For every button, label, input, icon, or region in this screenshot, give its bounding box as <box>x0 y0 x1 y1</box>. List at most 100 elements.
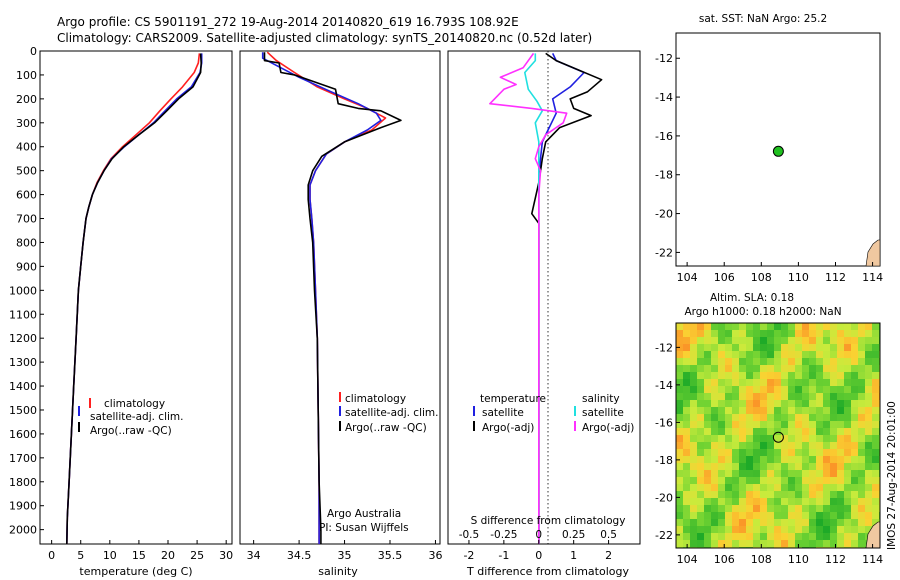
heatmap-cell <box>788 484 795 491</box>
heatmap-cell <box>767 407 774 414</box>
heatmap-cell <box>683 463 690 470</box>
legend-clim: climatology <box>345 393 406 405</box>
heatmap-cell <box>844 498 851 505</box>
heatmap-cell <box>802 463 809 470</box>
heatmap-cell <box>816 456 823 463</box>
heatmap-cell <box>774 519 781 526</box>
heatmap-cell <box>802 519 809 526</box>
heatmap-cell <box>823 498 830 505</box>
heatmap-cell <box>739 491 746 498</box>
heatmap-cell <box>795 337 802 344</box>
heatmap-cell <box>858 449 865 456</box>
heatmap-cell <box>753 442 760 449</box>
heatmap-cell <box>739 470 746 477</box>
heatmap-cell <box>697 519 704 526</box>
sla-ytick-label: -20 <box>655 491 673 504</box>
heatmap-cell <box>753 393 760 400</box>
heatmap-cell <box>830 540 837 547</box>
heatmap-cell <box>767 351 774 358</box>
heatmap-cell <box>697 330 704 337</box>
heatmap-cell <box>781 365 788 372</box>
heatmap-cell <box>830 365 837 372</box>
heatmap-cell <box>753 428 760 435</box>
heatmap-cell <box>732 358 739 365</box>
heatmap-cell <box>753 421 760 428</box>
heatmap-cell <box>718 344 725 351</box>
depth-tick-label: 100 <box>16 69 37 82</box>
heatmap-cell <box>858 330 865 337</box>
heatmap-cell <box>704 477 711 484</box>
heatmap-cell <box>809 365 816 372</box>
heatmap-cell <box>788 442 795 449</box>
heatmap-cell <box>725 470 732 477</box>
sst-xtick-label: 112 <box>825 271 846 284</box>
heatmap-cell <box>844 484 851 491</box>
legend-t-argo: Argo(-adj) <box>482 422 534 434</box>
heatmap-cell <box>725 463 732 470</box>
heatmap-cell <box>788 540 795 547</box>
heatmap-cell <box>851 456 858 463</box>
heatmap-cell <box>704 337 711 344</box>
heatmap-cell <box>767 344 774 351</box>
heatmap-cell <box>711 456 718 463</box>
heatmap-cell <box>858 428 865 435</box>
heatmap-cell <box>802 400 809 407</box>
heatmap-cell <box>676 428 683 435</box>
heatmap-cell <box>872 470 879 477</box>
heatmap-cell <box>830 470 837 477</box>
argo-float-marker <box>772 431 784 443</box>
heatmap-cell <box>851 442 858 449</box>
heatmap-cell <box>732 421 739 428</box>
heatmap-cell <box>711 372 718 379</box>
temperature-xtick-label: 15 <box>132 549 146 562</box>
heatmap-cell <box>788 519 795 526</box>
heatmap-cell <box>746 491 753 498</box>
heatmap-cell <box>816 393 823 400</box>
heatmap-cell <box>781 512 788 519</box>
heatmap-cell <box>865 372 872 379</box>
heatmap-cell <box>739 393 746 400</box>
heatmap-cell <box>753 337 760 344</box>
heatmap-cell <box>697 491 704 498</box>
heatmap-cell <box>683 456 690 463</box>
heatmap-cell <box>809 372 816 379</box>
tdiff-xtick-label: 2 <box>605 549 612 562</box>
heatmap-cell <box>739 463 746 470</box>
heatmap-cell <box>774 512 781 519</box>
heatmap-cell <box>872 498 879 505</box>
heatmap-cell <box>774 379 781 386</box>
heatmap-cell <box>851 351 858 358</box>
sla-ytick-label: -14 <box>655 379 673 392</box>
heatmap-cell <box>809 393 816 400</box>
heatmap-cell <box>683 484 690 491</box>
heatmap-cell <box>690 414 697 421</box>
depth-tick-label: 400 <box>16 141 37 154</box>
heatmap-cell <box>718 421 725 428</box>
heatmap-cell <box>746 484 753 491</box>
heatmap-cell <box>802 540 809 547</box>
heatmap-cell <box>858 400 865 407</box>
heatmap-cell <box>690 470 697 477</box>
heatmap-cell <box>739 477 746 484</box>
heatmap-cell <box>676 414 683 421</box>
heatmap-cell <box>774 505 781 512</box>
heatmap-cell <box>690 386 697 393</box>
sst-xtick-label: 108 <box>751 271 772 284</box>
heatmap-cell <box>732 449 739 456</box>
heatmap-cell <box>753 533 760 540</box>
heatmap-cell <box>830 407 837 414</box>
heatmap-cell <box>711 400 718 407</box>
heatmap-cell <box>802 386 809 393</box>
heatmap-cell <box>823 484 830 491</box>
depth-tick-label: 900 <box>16 260 37 273</box>
heatmap-cell <box>823 344 830 351</box>
temperature-xtick-label: 20 <box>161 549 175 562</box>
heatmap-cell <box>788 344 795 351</box>
heatmap-cell <box>795 519 802 526</box>
heatmap-cell <box>830 442 837 449</box>
heatmap-cell <box>753 400 760 407</box>
heatmap-cell <box>725 512 732 519</box>
heatmap-cell <box>683 414 690 421</box>
heatmap-cell <box>830 463 837 470</box>
tdiff-xtick-label: -1 <box>498 549 509 562</box>
